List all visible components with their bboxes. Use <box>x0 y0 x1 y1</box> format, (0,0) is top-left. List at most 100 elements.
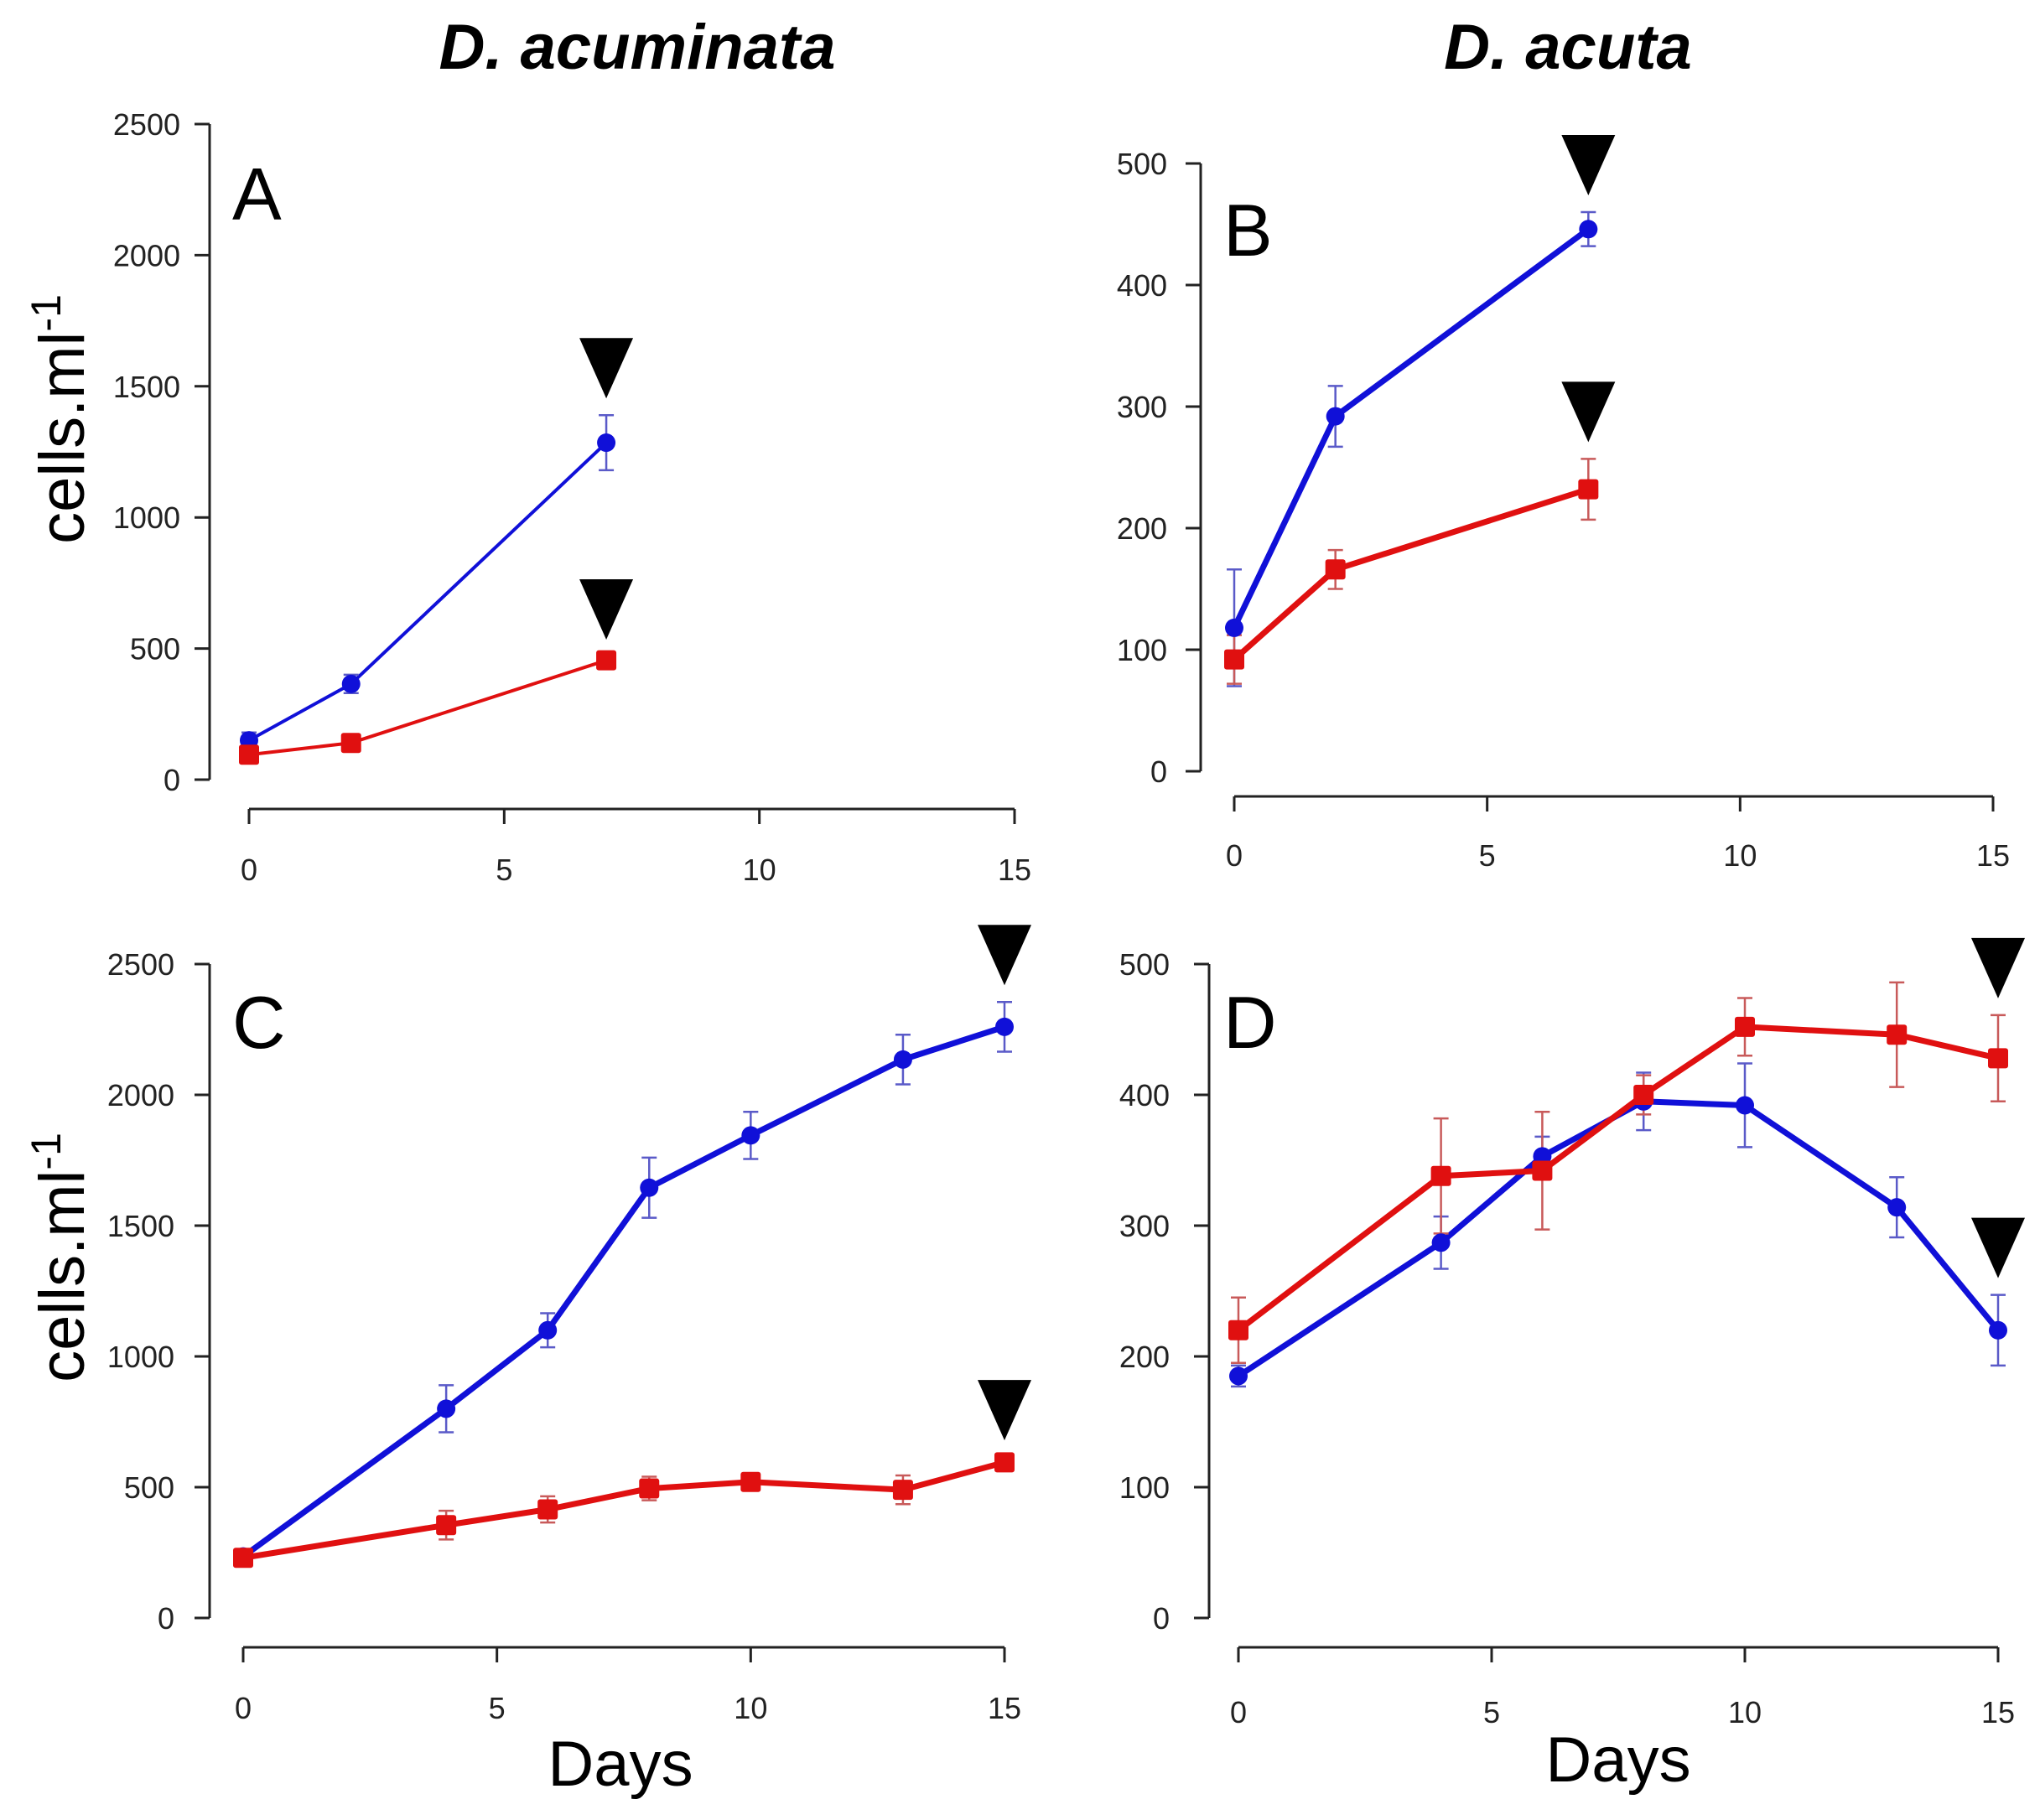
y-tick-label: 1500 <box>107 1209 174 1243</box>
data-point-red <box>239 744 259 765</box>
data-point-blue <box>437 1399 456 1418</box>
y-axis-label-superscript: -1 <box>23 1133 70 1169</box>
endpoint-triangle-marker <box>1561 381 1616 443</box>
endpoint-triangle-marker <box>1971 937 2025 998</box>
endpoint-triangle-marker <box>1561 135 1616 195</box>
y-axis-label-text: cells.ml <box>27 332 98 544</box>
panel-a: 0 500 1000 1500 2000 2500 0 5 10 15 A <box>113 107 1031 887</box>
series-line-blue <box>1237 1098 2001 1379</box>
y-tick-label: 500 <box>1117 147 1167 181</box>
endpoint-triangle-marker <box>1971 1217 2025 1278</box>
y-tick-label: 500 <box>130 632 180 666</box>
y-tick-label: 100 <box>1117 633 1167 667</box>
data-point-blue <box>1326 407 1345 426</box>
x-tick-label: 10 <box>743 853 776 887</box>
data-point-blue <box>341 674 361 693</box>
data-point-red <box>1633 1085 1654 1105</box>
y-tick-label: 2000 <box>107 1078 174 1112</box>
panel-label: A <box>232 153 282 236</box>
endpoint-triangle-marker <box>579 578 634 640</box>
y-tick-label: 300 <box>1117 390 1167 424</box>
y-tick-label: 0 <box>164 763 180 797</box>
data-point-blue <box>1887 1198 1907 1217</box>
panel-c: 0 500 1000 1500 2000 2500 0 5 10 15 C <box>107 925 1031 1725</box>
x-tick-label: 10 <box>734 1691 767 1725</box>
y-axis-label-superscript: -1 <box>23 294 70 331</box>
data-point-red <box>892 1480 913 1501</box>
data-point-red <box>233 1548 253 1569</box>
x-axis-label-right: Days <box>1545 1724 1690 1796</box>
y-tick-label: 1000 <box>113 500 180 535</box>
y-tick-label: 0 <box>1150 754 1167 789</box>
x-tick-label: 5 <box>496 853 512 887</box>
endpoint-triangle-marker <box>978 925 1031 986</box>
data-point-blue <box>995 1017 1014 1036</box>
data-point-blue <box>1431 1233 1451 1252</box>
column-title-right: D. acuta <box>1444 12 1692 83</box>
data-point-red <box>537 1499 558 1520</box>
data-point-red <box>639 1478 660 1499</box>
x-tick-label: 15 <box>1981 1695 2015 1729</box>
x-tick-label: 5 <box>489 1691 506 1725</box>
column-title-left: D. acuminata <box>439 12 835 83</box>
y-tick-label: 200 <box>1117 511 1167 546</box>
data-point-red <box>1430 1165 1451 1186</box>
data-point-blue <box>893 1050 912 1069</box>
y-tick-label: 500 <box>1119 947 1170 982</box>
series-line-blue <box>241 1024 1006 1559</box>
y-tick-label: 2500 <box>107 947 174 982</box>
x-tick-label: 15 <box>988 1691 1021 1725</box>
y-axis-label-text: cells.ml <box>27 1170 98 1382</box>
data-point-red <box>740 1471 761 1492</box>
y-tick-label: 300 <box>1119 1209 1170 1243</box>
data-point-blue <box>1736 1096 1754 1115</box>
data-point-blue <box>1579 220 1598 239</box>
series-line-blue <box>248 441 608 742</box>
x-axis-label-left: Days <box>548 1729 693 1800</box>
data-point-red <box>1735 1016 1755 1037</box>
data-point-blue <box>538 1320 558 1340</box>
y-tick-label: 2000 <box>113 238 180 272</box>
y-tick-label: 400 <box>1117 268 1167 303</box>
x-tick-label: 15 <box>998 853 1031 887</box>
data-point-blue <box>1989 1320 2007 1340</box>
data-point-red <box>1578 479 1599 500</box>
data-point-blue <box>640 1178 659 1197</box>
y-tick-label: 0 <box>1153 1601 1170 1636</box>
x-tick-label: 10 <box>1723 838 1757 873</box>
x-tick-label: 15 <box>1976 838 2010 873</box>
panel-label: D <box>1223 981 1277 1064</box>
series-line-red <box>1236 1024 1999 1333</box>
panel-d: 0 100 200 300 400 500 0 5 10 15 D <box>1119 937 2025 1729</box>
data-point-blue <box>1225 618 1243 637</box>
endpoint-triangle-marker <box>579 338 634 399</box>
x-tick-label: 0 <box>1230 1695 1247 1729</box>
panel-label: C <box>232 981 286 1064</box>
x-tick-label: 5 <box>1479 838 1496 873</box>
y-tick-label: 500 <box>124 1470 174 1505</box>
y-axis-label-bottom: cells.ml-1 <box>23 1133 98 1382</box>
y-axis-label-top: cells.ml-1 <box>23 294 98 544</box>
panel-label: B <box>1223 189 1273 272</box>
y-tick-label: 100 <box>1119 1470 1170 1505</box>
y-tick-label: 1500 <box>113 370 180 404</box>
x-tick-label: 5 <box>1483 1695 1500 1729</box>
data-point-red <box>436 1515 457 1536</box>
data-point-blue <box>741 1126 760 1145</box>
data-point-red <box>1325 559 1346 580</box>
y-tick-label: 400 <box>1119 1078 1170 1112</box>
data-point-blue <box>1229 1366 1248 1386</box>
y-tick-label: 1000 <box>107 1340 174 1374</box>
data-point-red <box>596 650 617 671</box>
panel-b: 0 100 200 300 400 500 0 5 10 15 B <box>1117 135 2010 873</box>
data-point-red <box>994 1452 1015 1473</box>
x-tick-label: 10 <box>1728 1695 1762 1729</box>
x-tick-label: 0 <box>241 853 257 887</box>
data-point-red <box>1887 1024 1908 1045</box>
data-point-red <box>1532 1160 1553 1181</box>
series-line-red <box>248 658 607 757</box>
series-line-blue <box>1231 226 1591 630</box>
y-tick-label: 0 <box>158 1601 174 1636</box>
data-point-red <box>1224 649 1244 670</box>
data-point-red <box>1228 1320 1248 1340</box>
